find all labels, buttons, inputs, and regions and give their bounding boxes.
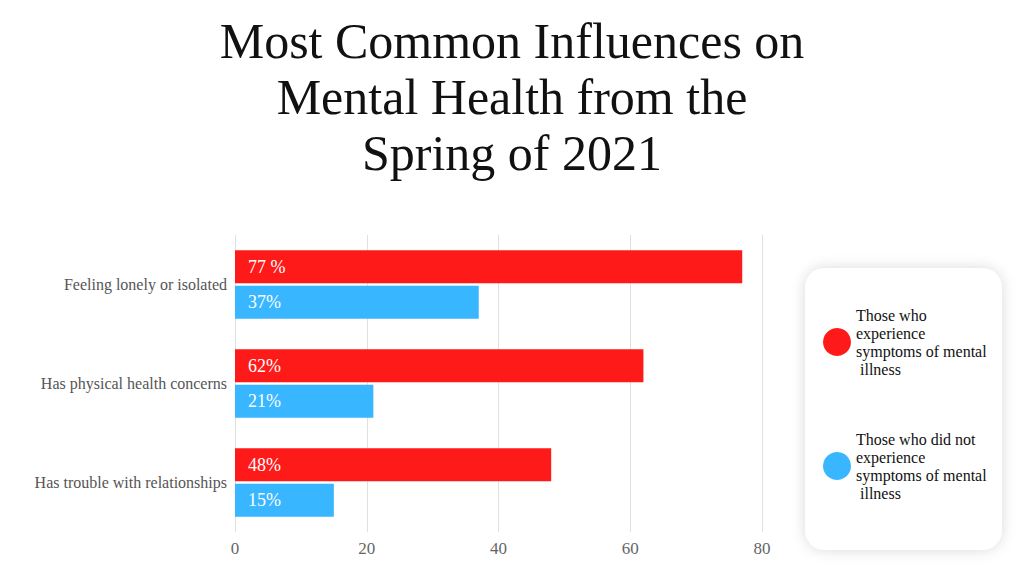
svg-text:77 %: 77 % (248, 257, 286, 277)
svg-text:62%: 62% (248, 356, 281, 376)
svg-text:illness: illness (856, 361, 901, 378)
svg-text:Has physical health concerns: Has physical health concerns (41, 375, 227, 393)
svg-text:Mental Health from the: Mental Health from the (264, 69, 760, 125)
svg-text:Spring of 2021: Spring of 2021 (362, 125, 662, 181)
svg-text:experience: experience (856, 449, 929, 467)
svg-text:symptoms of mental: symptoms of mental (856, 343, 987, 361)
svg-text:37%: 37% (248, 292, 281, 312)
svg-text:experience: experience (856, 325, 929, 343)
svg-text:48%: 48% (248, 455, 281, 475)
svg-text:15%: 15% (248, 490, 281, 510)
svg-text:Those who: Those who (856, 307, 931, 324)
svg-text:Has trouble with relationships: Has trouble with relationships (35, 474, 227, 492)
svg-text:80: 80 (754, 539, 771, 558)
svg-text:40: 40 (490, 539, 507, 558)
svg-text:symptoms of mental: symptoms of mental (856, 467, 987, 485)
svg-text:Most Common Influences on: Most Common Influences on (220, 13, 805, 69)
svg-text:0: 0 (231, 539, 240, 558)
svg-text:60: 60 (622, 539, 639, 558)
svg-text:20: 20 (358, 539, 375, 558)
svg-text:Feeling lonely or isolated: Feeling lonely or isolated (64, 276, 227, 294)
svg-text:21%: 21% (248, 391, 281, 411)
svg-text:illness: illness (856, 485, 901, 502)
svg-text:Those who did not: Those who did not (856, 431, 980, 448)
